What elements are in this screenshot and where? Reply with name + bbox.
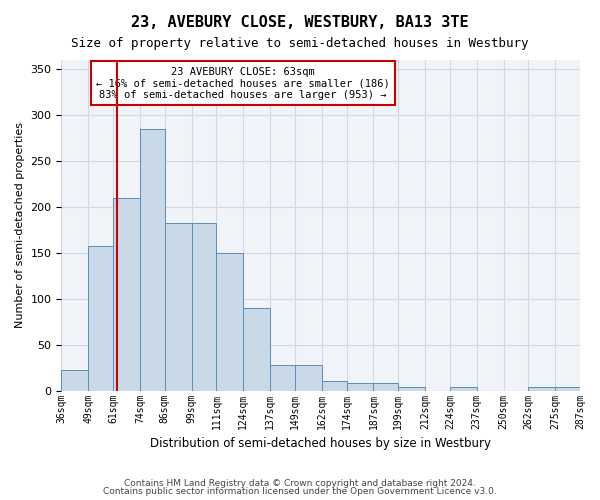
Text: Size of property relative to semi-detached houses in Westbury: Size of property relative to semi-detach… [71, 38, 529, 51]
X-axis label: Distribution of semi-detached houses by size in Westbury: Distribution of semi-detached houses by … [150, 437, 491, 450]
Bar [555, 387, 580, 390]
Bar [140, 129, 165, 390]
Text: Contains public sector information licensed under the Open Government Licence v3: Contains public sector information licen… [103, 487, 497, 496]
Bar [270, 365, 295, 390]
Bar [191, 222, 217, 390]
Bar [347, 384, 373, 390]
Text: Contains HM Land Registry data © Crown copyright and database right 2024.: Contains HM Land Registry data © Crown c… [124, 478, 476, 488]
Bar [113, 198, 140, 390]
Text: 23, AVEBURY CLOSE, WESTBURY, BA13 3TE: 23, AVEBURY CLOSE, WESTBURY, BA13 3TE [131, 15, 469, 30]
Bar [295, 365, 322, 390]
Bar [322, 382, 347, 390]
Y-axis label: Number of semi-detached properties: Number of semi-detached properties [15, 122, 25, 328]
Bar [165, 222, 191, 390]
Bar [243, 308, 270, 390]
Bar [88, 246, 113, 390]
Bar [61, 370, 88, 390]
Bar [217, 253, 243, 390]
Bar [373, 384, 398, 390]
Bar [398, 387, 425, 390]
Text: 23 AVEBURY CLOSE: 63sqm
← 16% of semi-detached houses are smaller (186)
83% of s: 23 AVEBURY CLOSE: 63sqm ← 16% of semi-de… [96, 66, 390, 100]
Bar [450, 387, 476, 390]
Bar [529, 387, 555, 390]
